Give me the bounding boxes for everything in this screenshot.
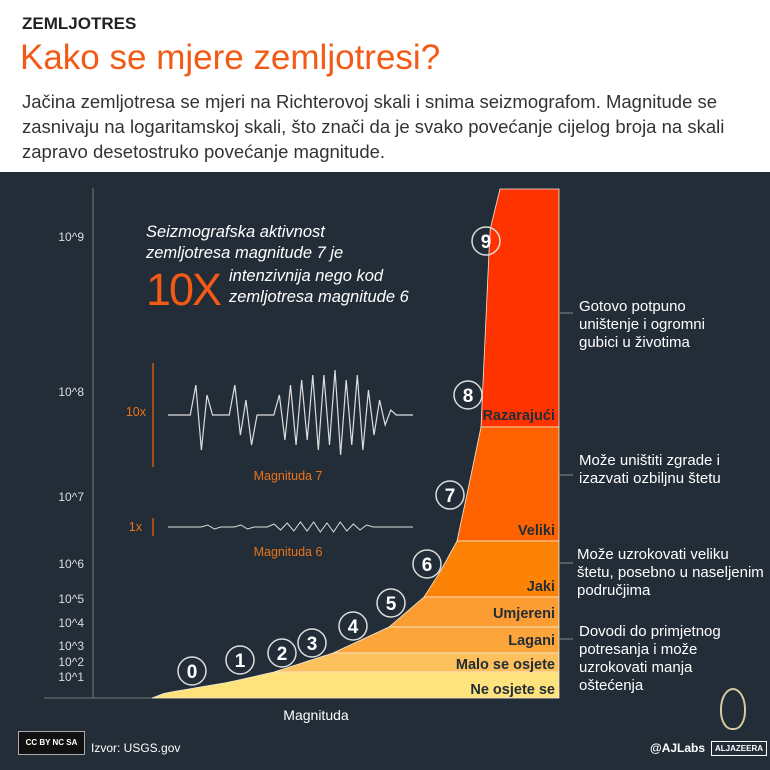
band-5 — [273, 652, 560, 673]
y-tick: 10^4 — [58, 616, 84, 630]
magnitude-circle — [297, 628, 327, 658]
y-tick: 10^7 — [58, 490, 84, 504]
source: Izvor: USGS.gov — [91, 741, 181, 755]
magnitude-circle — [453, 380, 483, 410]
note-strong: Može uzrokovati veliku štetu, posebno u … — [577, 546, 764, 599]
y-tick: 10^3 — [58, 639, 84, 653]
m6-scale: 1x — [129, 520, 143, 534]
intro-text-2: intenzivnija nego kod zemljotresa magnit… — [229, 266, 409, 308]
intro-text: Seizmografska aktivnost zemljotresa magn… — [146, 222, 343, 264]
handle[interactable]: @AJLabs — [650, 741, 706, 755]
magnitude-number: 2 — [277, 644, 288, 665]
band-label: Jaki — [527, 579, 555, 595]
x-axis-label: Magnituda — [283, 707, 349, 723]
magnitude-number: 4 — [348, 617, 359, 638]
y-tick: 10^8 — [58, 385, 84, 399]
intro-line: Seizmografska aktivnost — [146, 223, 325, 241]
page-title: Kako se mjere zemljotresi? — [20, 38, 441, 77]
band-label: Lagani — [508, 633, 555, 649]
m7-scale: 10x — [126, 405, 147, 419]
band-label: Razarajući — [482, 408, 555, 424]
band-label: Umjereni — [493, 606, 555, 622]
magnitude-number: 8 — [463, 386, 474, 407]
band-2 — [423, 540, 560, 598]
intro-line: intenzivnija nego kod — [229, 267, 384, 285]
seismogram-m7 — [168, 369, 413, 456]
magnitude-circle — [225, 645, 255, 675]
intro-line: zemljotresa magnitude 6 — [229, 288, 409, 306]
aljazeera-logo-icon — [720, 688, 746, 730]
magnitude-circle — [435, 480, 465, 510]
band-1 — [456, 426, 560, 542]
magnitude-number: 6 — [422, 555, 433, 576]
band-3 — [387, 596, 560, 628]
y-tick: 10^9 — [58, 230, 84, 244]
magnitude-number: 7 — [445, 486, 456, 507]
ten-x: 10X — [146, 264, 222, 315]
note-light: Dovodi do primjetnog potresanja i može u… — [579, 623, 721, 694]
aljazeera-wordmark: ALJAZEERA — [711, 741, 768, 756]
y-tick: 10^6 — [58, 557, 84, 571]
band-label: Ne osjete se — [470, 682, 555, 698]
magnitude-circle — [412, 549, 442, 579]
magnitude-circle — [267, 638, 297, 668]
y-tick: 10^5 — [58, 592, 84, 606]
band-6 — [151, 671, 560, 699]
cc-license-badge: CC BY NC SA — [18, 731, 85, 755]
magnitude-circle — [338, 611, 368, 641]
note-major: Može uništiti zgrade i izazvati ozbiljnu… — [579, 452, 721, 487]
intro-line: zemljotresa magnitude 7 je — [146, 244, 344, 262]
band-4 — [332, 626, 560, 654]
band-label: Malo se osjete — [456, 657, 555, 673]
magnitude-number: 5 — [386, 594, 397, 615]
kicker: ZEMLJOTRES — [22, 14, 137, 33]
note-destructive: Gotovo potpuno uništenje i ogromni gubic… — [579, 298, 705, 351]
description: Jačina zemljotresa se mjeri na Richterov… — [22, 91, 725, 162]
band-label: Veliki — [518, 523, 555, 539]
magnitude-number: 1 — [235, 651, 246, 672]
seismogram-m6 — [168, 521, 413, 533]
y-tick: 10^1 — [58, 670, 84, 684]
y-tick: 10^2 — [58, 655, 84, 669]
magnitude-circle — [177, 656, 207, 686]
magnitude-number: 9 — [481, 232, 492, 253]
m7-label: Magnituda 7 — [254, 469, 323, 483]
magnitude-number: 0 — [187, 662, 198, 683]
magnitude-number: 3 — [307, 634, 318, 655]
magnitude-circle — [376, 588, 406, 618]
m6-label: Magnituda 6 — [254, 545, 323, 559]
band-0 — [480, 188, 560, 428]
magnitude-circle — [471, 226, 501, 256]
